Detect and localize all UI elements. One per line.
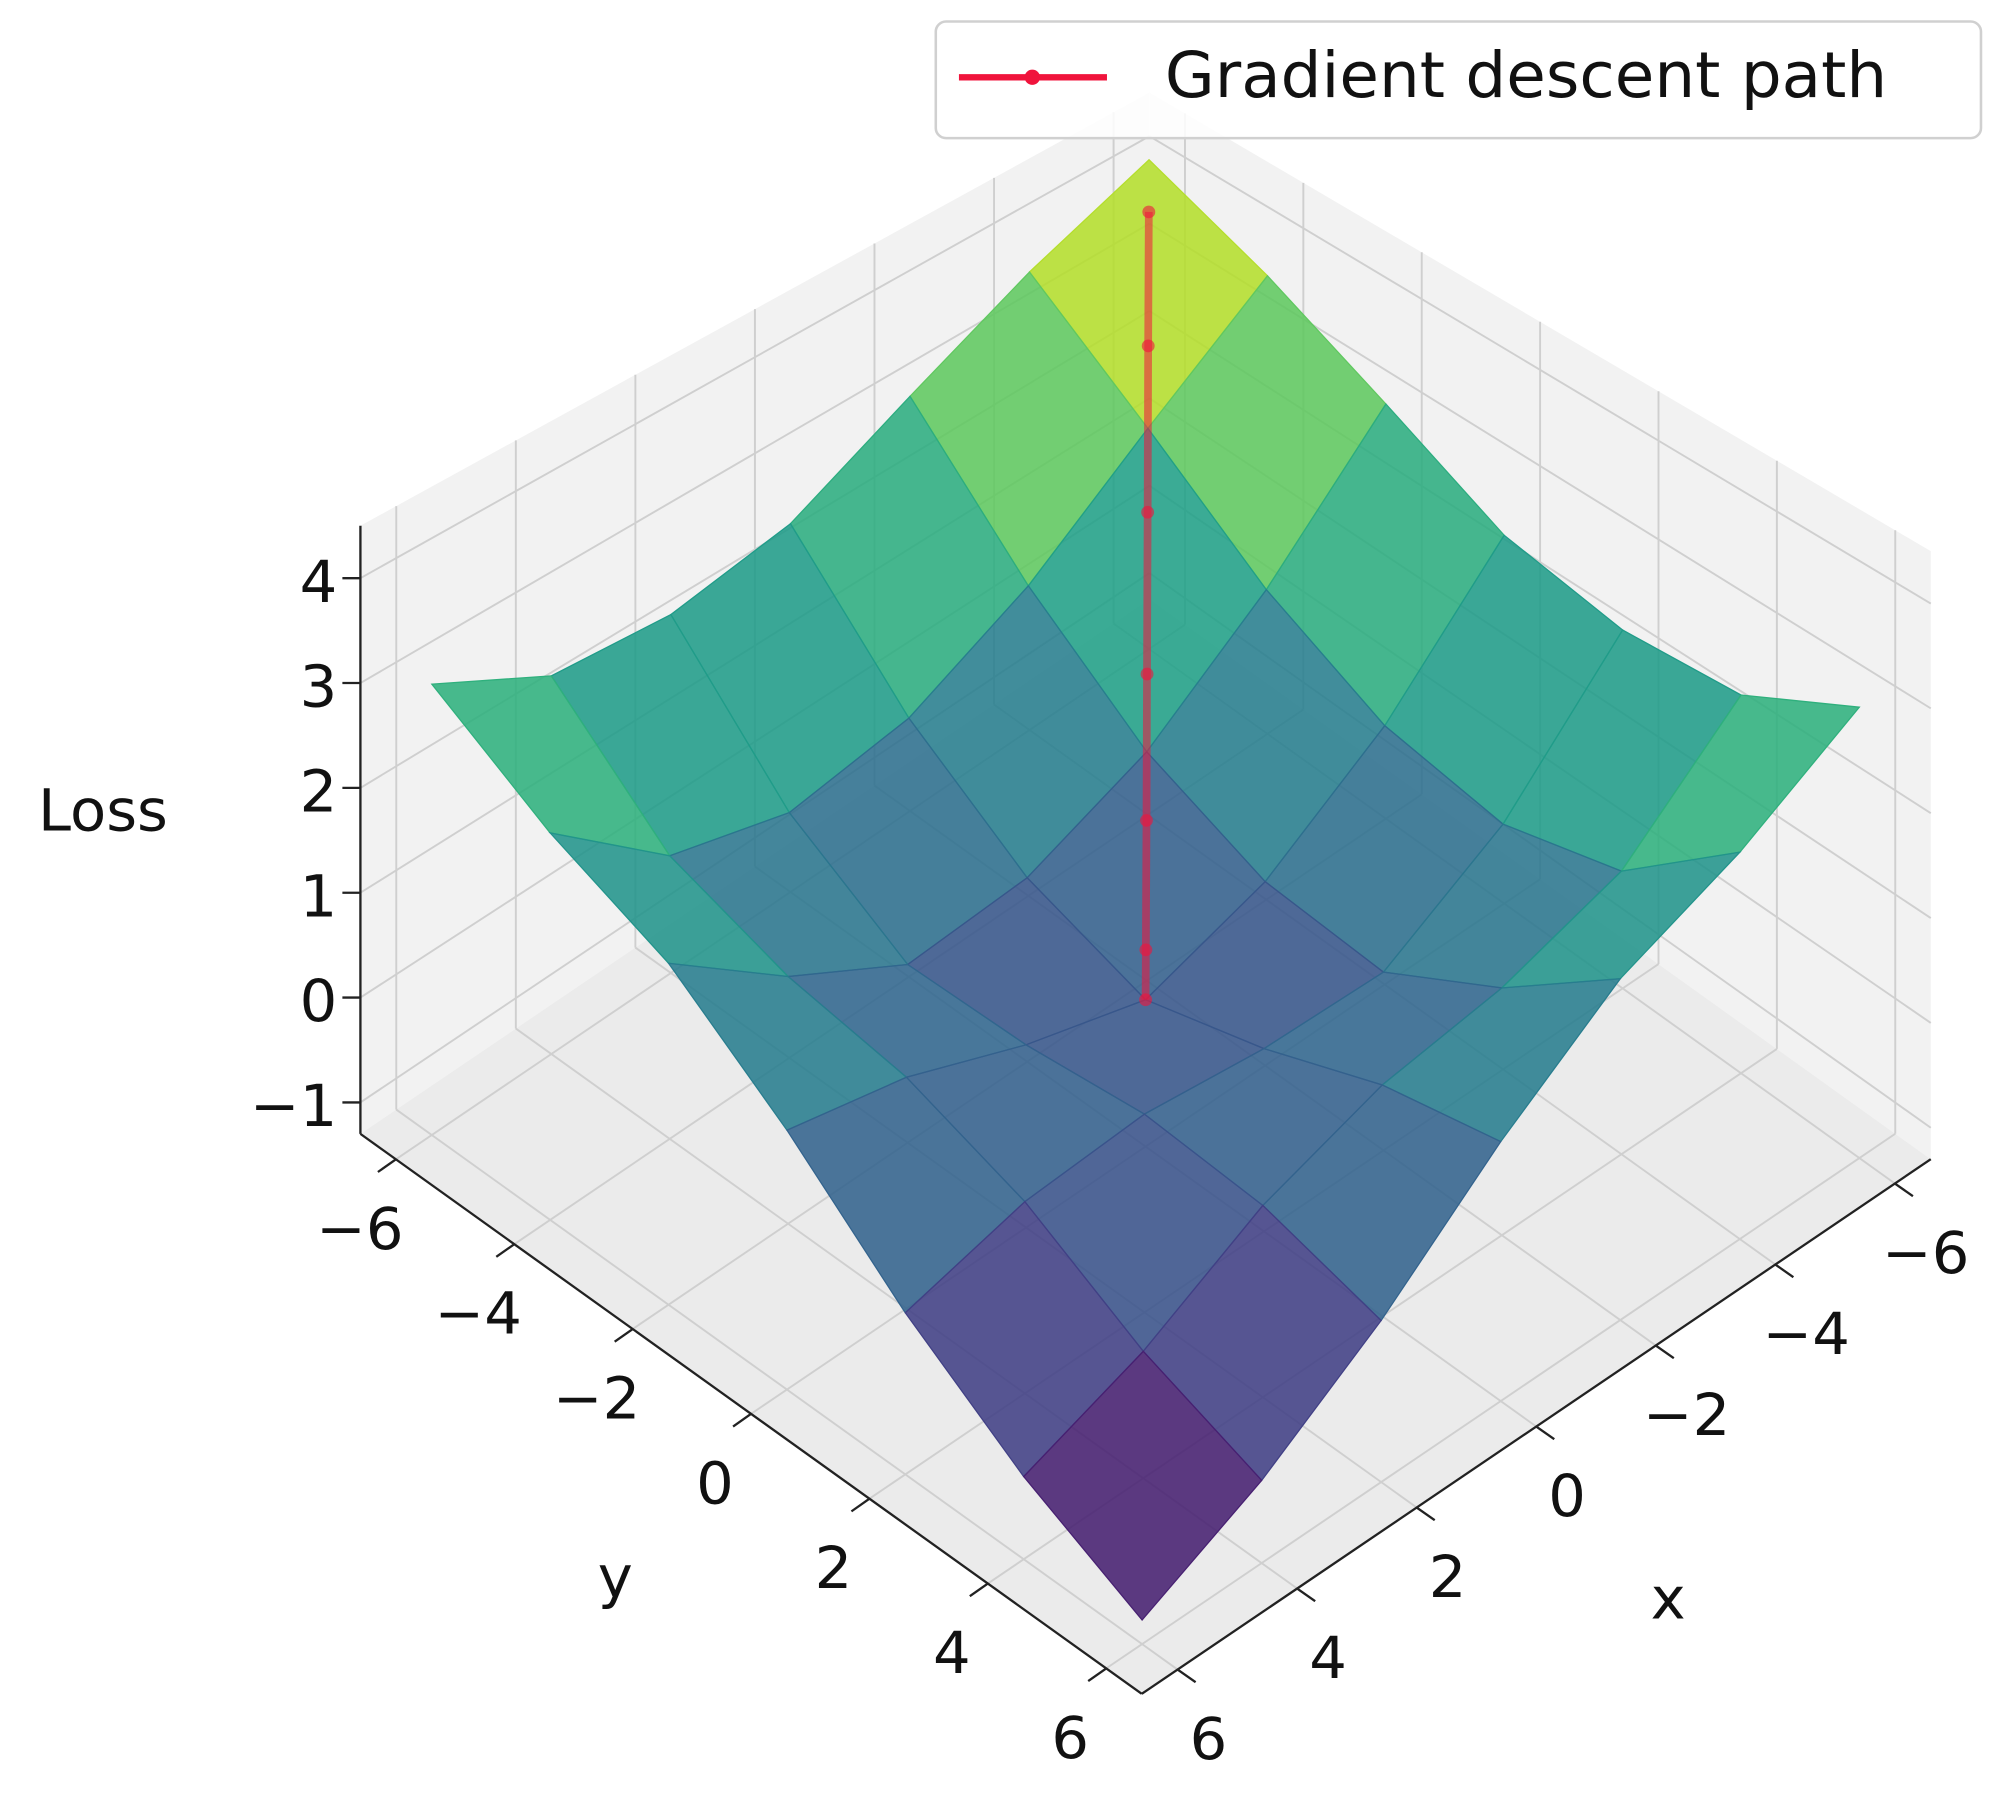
x-axis-label: x bbox=[1651, 1564, 1686, 1632]
x-tick-label: −2 bbox=[1643, 1380, 1730, 1448]
y-tick-label: 4 bbox=[933, 1618, 971, 1686]
y-tick bbox=[613, 1328, 634, 1343]
z-tick-label: 2 bbox=[300, 757, 338, 825]
x-tick-label: 4 bbox=[1309, 1623, 1347, 1691]
grid-line bbox=[1148, 135, 1932, 605]
grid-line bbox=[359, 135, 1150, 580]
y-tick-label: −4 bbox=[435, 1279, 522, 1347]
path-line bbox=[1141, 211, 1153, 1000]
y-tick-label: −2 bbox=[553, 1364, 640, 1432]
y-tick-label: 6 bbox=[1051, 1703, 1089, 1771]
x-tick bbox=[1535, 1425, 1555, 1441]
x-tick bbox=[1774, 1263, 1795, 1279]
x-tick-label: −4 bbox=[1763, 1299, 1850, 1367]
x-tick bbox=[1655, 1344, 1675, 1360]
path-point bbox=[1140, 667, 1154, 681]
y-tick bbox=[850, 1497, 871, 1513]
surface-patch bbox=[1022, 1350, 1263, 1621]
path-point bbox=[1141, 339, 1155, 353]
x-tick-label: 2 bbox=[1429, 1542, 1467, 1610]
x-tick bbox=[1296, 1587, 1316, 1603]
path-point bbox=[1139, 993, 1153, 1007]
legend-marker bbox=[1024, 69, 1041, 85]
y-tick-label: 0 bbox=[696, 1449, 734, 1517]
axes: −6 −4 −2 0 2 4 6 −6 −4 −2 0 2 4 6 −1 0 1 2 3 4 bbox=[250, 525, 1969, 1773]
y-axis-label: y bbox=[598, 1543, 633, 1611]
grid-line bbox=[1105, 1132, 1896, 1670]
y-tick bbox=[732, 1412, 752, 1428]
y-tick bbox=[495, 1243, 515, 1258]
path-point bbox=[1141, 505, 1155, 519]
y-tick bbox=[377, 1158, 397, 1173]
y-tick bbox=[969, 1582, 989, 1598]
legend-label: Gradient descent path bbox=[1165, 40, 1887, 113]
z-tick-label: 1 bbox=[300, 862, 338, 930]
descent-path bbox=[1139, 205, 1156, 1007]
legend-box bbox=[934, 20, 1983, 140]
z-tick-label: −1 bbox=[250, 1071, 337, 1139]
x-tick-label: 0 bbox=[1548, 1461, 1586, 1529]
surface bbox=[430, 158, 1861, 1621]
legend: Gradient descent path bbox=[934, 20, 1983, 140]
y-tick bbox=[1087, 1667, 1107, 1682]
path-point bbox=[1142, 205, 1156, 219]
x-tick bbox=[1894, 1182, 1914, 1198]
y-tick-label: 2 bbox=[815, 1534, 853, 1602]
z-axis-label: Loss bbox=[38, 776, 168, 844]
z-tick-label: 3 bbox=[300, 652, 338, 720]
y-tick-label: −6 bbox=[316, 1194, 403, 1262]
x-tick-label: 6 bbox=[1190, 1704, 1228, 1772]
path-point bbox=[1139, 943, 1153, 957]
x-tick-label: −6 bbox=[1882, 1218, 1969, 1286]
z-tick-label: 4 bbox=[300, 547, 338, 615]
x-tick bbox=[1176, 1668, 1197, 1684]
z-tick-label: 0 bbox=[300, 967, 338, 1035]
x-tick bbox=[1416, 1506, 1436, 1522]
path-point bbox=[1140, 814, 1153, 827]
